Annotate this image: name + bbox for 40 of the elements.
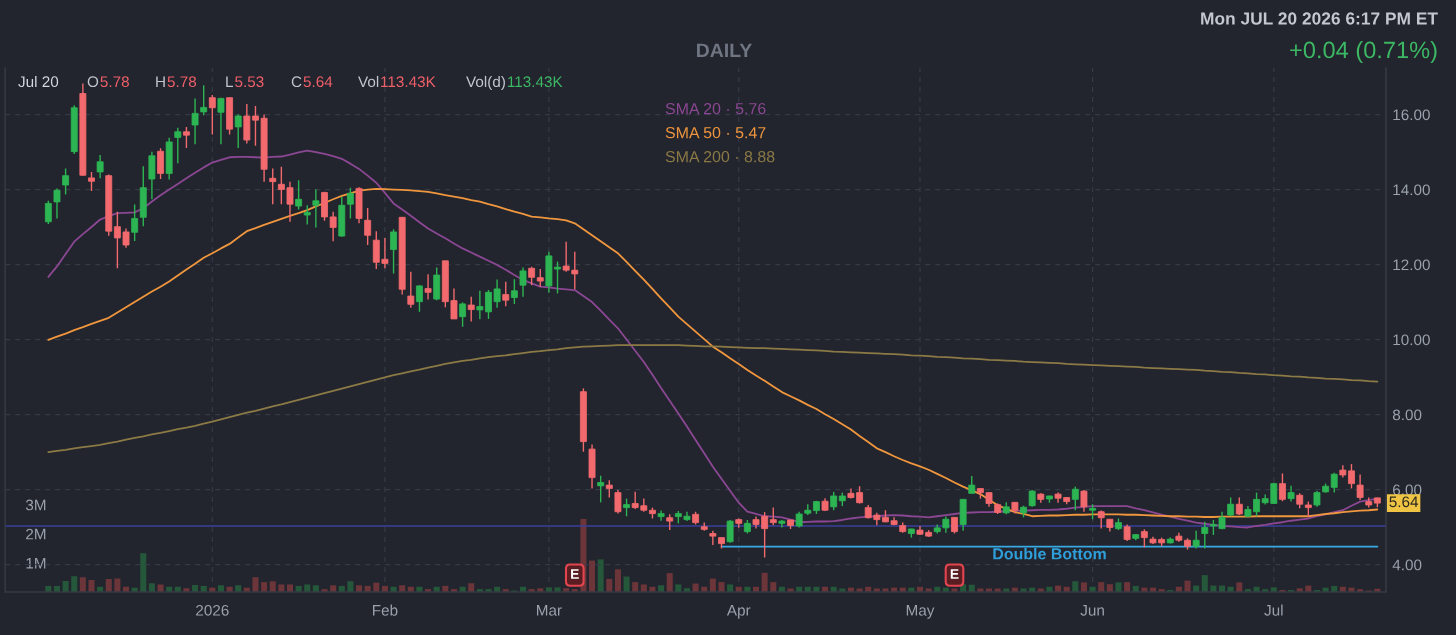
x-tick-label: May xyxy=(906,605,935,619)
annotation: 5.78 xyxy=(167,76,197,88)
text: Mon JUL 20 2026 6:17 PM ET xyxy=(1201,12,1438,25)
x-tick-label: Jun xyxy=(1080,605,1104,616)
chart-title: DAILY xyxy=(697,43,752,58)
text: 5.64 xyxy=(1389,496,1419,508)
y-tick-label: 12.00 xyxy=(1393,259,1430,271)
text: SMA 200 · 8.88 xyxy=(665,150,775,163)
text: SMA 20 · 5.76 xyxy=(665,102,766,115)
y2-tick-label: 1M xyxy=(26,557,46,569)
y-tick-label: 6.00 xyxy=(1393,484,1422,496)
annotation: Double Bottom xyxy=(993,547,1106,560)
annotation: Jul 20 xyxy=(18,75,59,88)
annotation: 5.53 xyxy=(235,76,264,88)
y-tick-label: 16.00 xyxy=(1393,109,1430,121)
y-tick-label: 4.00 xyxy=(1392,559,1422,571)
annotation: C xyxy=(291,76,302,88)
annotation: Vol(d) xyxy=(466,75,505,91)
annotation: H xyxy=(156,76,165,87)
annotation: 113.43K xyxy=(381,76,436,88)
x-tick-label: Feb xyxy=(373,604,398,616)
annotation: 113.43K xyxy=(508,76,563,88)
text: SMA 50 · 5.47 xyxy=(665,126,766,139)
annotation: Vol xyxy=(358,75,379,88)
annotation: O xyxy=(87,76,99,88)
y-tick-label: 8.00 xyxy=(1392,409,1422,421)
y2-tick-label: 3M xyxy=(25,499,46,511)
y2-tick-label: 2M xyxy=(26,528,46,540)
x-tick-label: Mar xyxy=(536,605,562,616)
annotation: 5.64 xyxy=(303,76,333,88)
x-tick-label: Apr xyxy=(726,605,751,619)
y-tick-label: 10.00 xyxy=(1393,334,1430,346)
annotation: E xyxy=(950,569,959,579)
text: +0.04 (0.71%) xyxy=(1290,41,1437,63)
annotation: E xyxy=(571,569,579,579)
y-tick-label: 14.00 xyxy=(1393,184,1430,196)
annotation: L xyxy=(226,76,233,87)
x-tick-label: Jul xyxy=(1264,604,1283,616)
annotation: 5.78 xyxy=(100,76,129,88)
x-tick-label: 2026 xyxy=(196,604,229,616)
